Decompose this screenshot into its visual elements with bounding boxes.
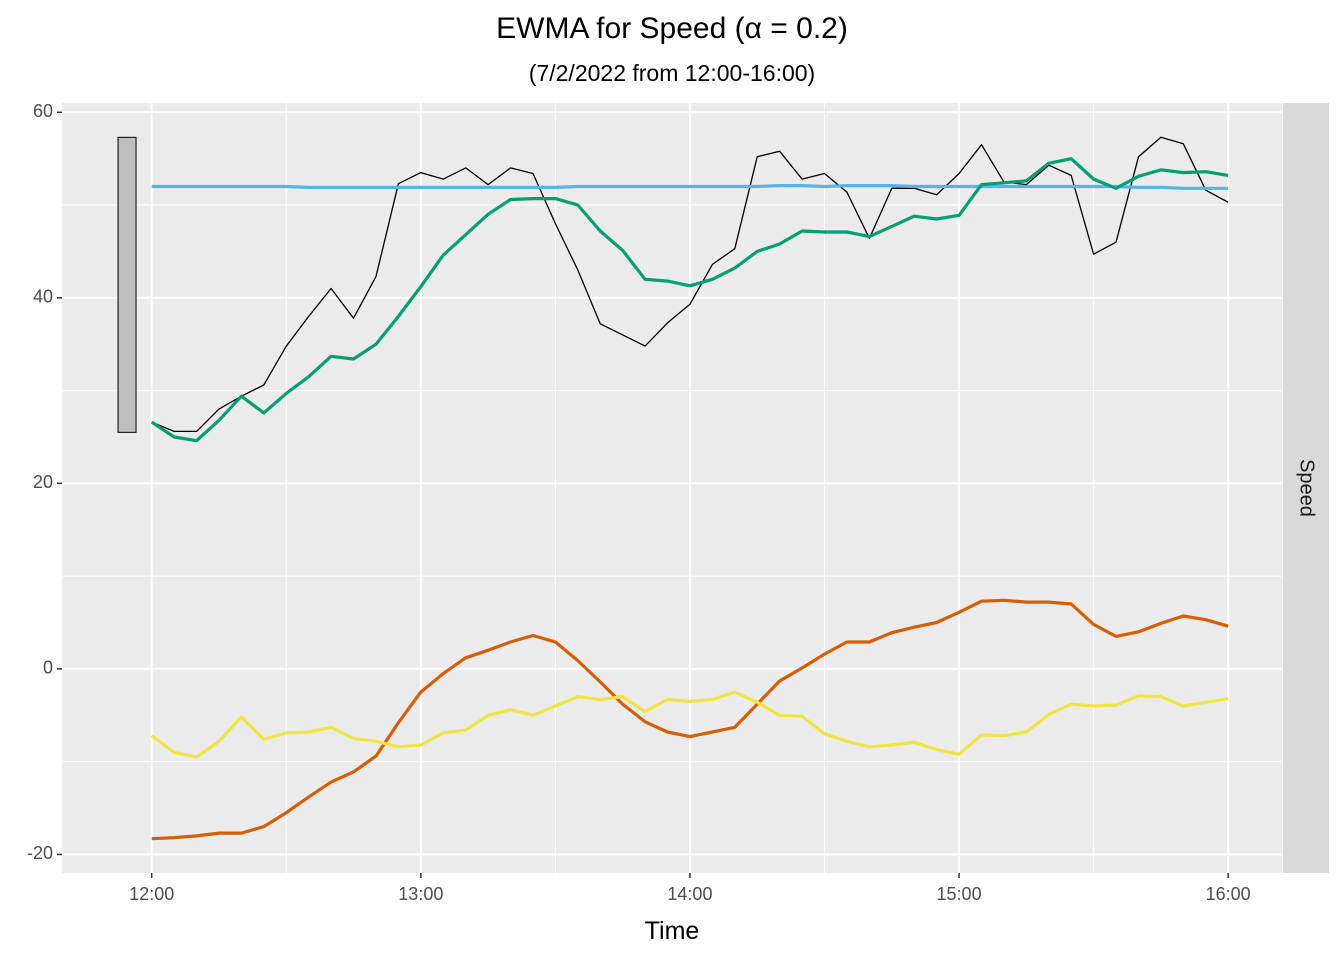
series-layer xyxy=(150,136,1229,841)
y-tick-label: -20 xyxy=(27,843,53,863)
series-line-3 xyxy=(150,157,1229,443)
facet-strip xyxy=(1283,103,1329,873)
grid-minor xyxy=(62,103,1282,873)
chart-title: EWMA for Speed (α = 0.2) xyxy=(496,12,848,45)
x-tick-label: 14:00 xyxy=(667,884,712,904)
y-tick-label: 0 xyxy=(43,658,53,678)
x-axis: 12:00 13:00 14:00 15:00 16:00 xyxy=(129,873,1251,904)
y-tick-label: 40 xyxy=(33,287,53,307)
x-tick-label: 16:00 xyxy=(1206,884,1251,904)
x-tick-label: 15:00 xyxy=(937,884,982,904)
y-axis: -20 0 20 40 60 xyxy=(27,101,62,863)
series-line-4 xyxy=(151,598,1229,841)
y-tick-label: 20 xyxy=(33,472,53,492)
chart-subtitle: (7/2/2022 from 12:00-16:00) xyxy=(528,60,816,86)
y-tick-label: 60 xyxy=(33,101,53,121)
grid-major xyxy=(62,103,1282,873)
plot-panel xyxy=(62,103,1282,873)
x-axis-title: Time xyxy=(645,917,700,945)
x-tick-label: 13:00 xyxy=(398,884,443,904)
facet-strip-label: Speed xyxy=(1296,459,1318,517)
range-bar xyxy=(117,136,137,433)
x-tick-label: 12:00 xyxy=(129,884,174,904)
series-line-2 xyxy=(151,184,1229,190)
range-bar-layer xyxy=(117,136,137,433)
series-line-5 xyxy=(150,690,1229,759)
